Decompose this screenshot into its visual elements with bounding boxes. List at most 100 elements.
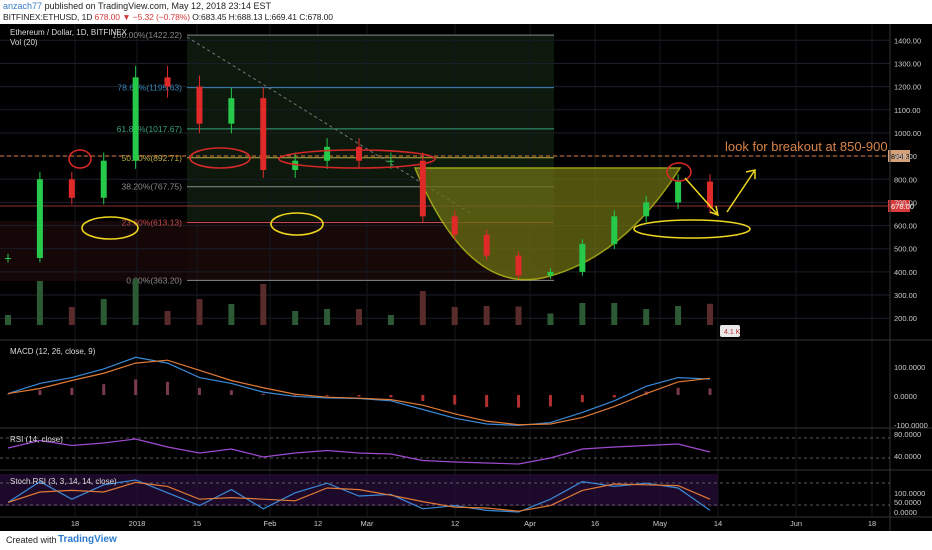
up-arrow-head — [745, 169, 756, 179]
breakout-annotation: look for breakout at 850-900 — [725, 139, 888, 154]
rsi-axis-label: 80.0000 — [894, 430, 921, 439]
tradingview-logo[interactable]: TradingView — [58, 534, 117, 545]
volume-bar — [515, 306, 522, 325]
time-axis-label: 16 — [591, 519, 599, 528]
footer-bar: Created with TradingView — [0, 531, 932, 550]
candle — [707, 181, 713, 208]
chart: 100.00%(1422.22) 78.60%(1195.63) 61.80%(10… — [0, 24, 932, 531]
fib-level-label: 50.00%(892.71) — [122, 153, 183, 163]
candle — [260, 98, 267, 170]
volume-bar — [5, 315, 11, 325]
price-axis-label: 900.00 — [894, 152, 917, 161]
resistance-circle-2 — [189, 147, 251, 169]
volume-tag — [720, 325, 740, 337]
stoch-legend: Stoch RSI (3, 3, 14, 14, close) — [10, 477, 117, 486]
candle — [451, 216, 458, 235]
volume-bar — [132, 279, 139, 325]
candle — [68, 179, 75, 198]
price-axis-label: 800.00 — [894, 175, 917, 184]
symbol-line: BITFINEX:ETHUSD, 1D 678.00 ▼ −5.32 (−0.7… — [3, 12, 333, 22]
volume-bar — [356, 309, 362, 325]
price-axis-label: 400.00 — [894, 268, 917, 277]
macd-signal-line — [7, 359, 711, 426]
volume-bar — [451, 307, 458, 325]
price-axis-label: 500.00 — [894, 245, 917, 254]
volume-bar — [68, 307, 75, 325]
price-axis-label: 200.00 — [894, 314, 917, 323]
price-axis-label: 1100.00 — [894, 106, 921, 115]
price-tag-current — [888, 200, 910, 212]
candle — [36, 179, 43, 259]
macd-legend: MACD (12, 26, close, 9) — [10, 347, 96, 356]
author-link[interactable]: anzach77 — [3, 1, 43, 11]
candle — [132, 77, 139, 161]
candle — [324, 146, 331, 161]
stoch-axis-label: 50.0000 — [894, 498, 921, 507]
candle — [579, 244, 586, 272]
support-circle-1 — [81, 216, 139, 240]
fib-level-label: 0.00%(363.20) — [126, 275, 182, 285]
macd-axis-label: -100.0000 — [894, 421, 928, 430]
volume-bar — [547, 313, 554, 325]
time-axis-label: 18 — [868, 519, 876, 528]
price-axis-label: 700.00 — [894, 198, 917, 207]
fib-level-label: 100.00%(1422.22) — [112, 30, 182, 40]
fib-level-label: 23.60%(613.13) — [122, 218, 183, 228]
price-tag-current-label: 678.00 — [891, 202, 914, 211]
created-with-label: Created with — [6, 535, 57, 545]
volume-bar — [164, 311, 171, 325]
volume-bar — [100, 299, 107, 325]
macd-axis-label: 100.0000 — [894, 363, 925, 372]
candle — [483, 234, 490, 256]
down-arrow-head — [709, 205, 720, 217]
publish-line: anzach77 published on TradingView.com, M… — [3, 1, 271, 11]
price-tag-top — [888, 150, 910, 162]
price-axis-label: 300.00 — [894, 291, 917, 300]
price-axis-label: 1300.00 — [894, 59, 921, 68]
stoch-k-line — [7, 479, 711, 513]
price-axis-label: 1200.00 — [894, 83, 921, 92]
header-bar: anzach77 published on TradingView.com, M… — [0, 0, 932, 24]
rsi-axis-label: 40.0000 — [894, 452, 921, 461]
volume-bar — [324, 309, 331, 325]
rsi-legend: RSI (14, close) — [10, 435, 63, 444]
time-axis-label: Mar — [361, 519, 374, 528]
volume-bar — [611, 303, 618, 325]
symbol: BITFINEX:ETHUSD, 1D — [3, 12, 93, 22]
time-axis-label: May — [653, 519, 667, 528]
fib-level-label: 38.20%(767.75) — [122, 182, 183, 192]
candle — [675, 181, 682, 203]
support-circle-2 — [270, 212, 324, 236]
candle — [643, 202, 650, 217]
publish-info: published on TradingView.com, May 12, 20… — [44, 1, 272, 11]
stoch-axis-label: 0.0000 — [894, 508, 917, 517]
time-axis-label: Apr — [524, 519, 536, 528]
candle — [292, 160, 299, 170]
down-arrow — [684, 177, 719, 216]
candle — [228, 98, 235, 124]
candle — [356, 146, 362, 161]
support-circle-3 — [633, 219, 751, 239]
time-axis-label: 12 — [314, 519, 322, 528]
time-axis-label: 12 — [451, 519, 459, 528]
price-axis-label: 1000.00 — [894, 129, 921, 138]
candle — [387, 160, 394, 162]
volume-bar — [483, 306, 490, 325]
time-axis-label: 18 — [71, 519, 79, 528]
price-tag-top-label: 894.33 — [891, 152, 914, 161]
volume-bar — [579, 303, 586, 325]
candle — [100, 160, 107, 198]
volume-legend: Vol (20) — [10, 38, 38, 47]
volume-bar — [196, 299, 203, 325]
candle — [196, 86, 203, 124]
resistance-circle-3 — [278, 149, 436, 169]
price-axis-label: 1400.00 — [894, 36, 921, 45]
volume-bar — [675, 306, 682, 325]
resistance-circle-4 — [666, 162, 692, 182]
time-axis-label: Feb — [264, 519, 277, 528]
volume-bar — [643, 309, 650, 325]
volume-tag-label: 4.1 K — [724, 329, 741, 336]
candle — [515, 255, 522, 276]
time-axis-label: 2018 — [129, 519, 146, 528]
time-axis-label: 15 — [193, 519, 201, 528]
